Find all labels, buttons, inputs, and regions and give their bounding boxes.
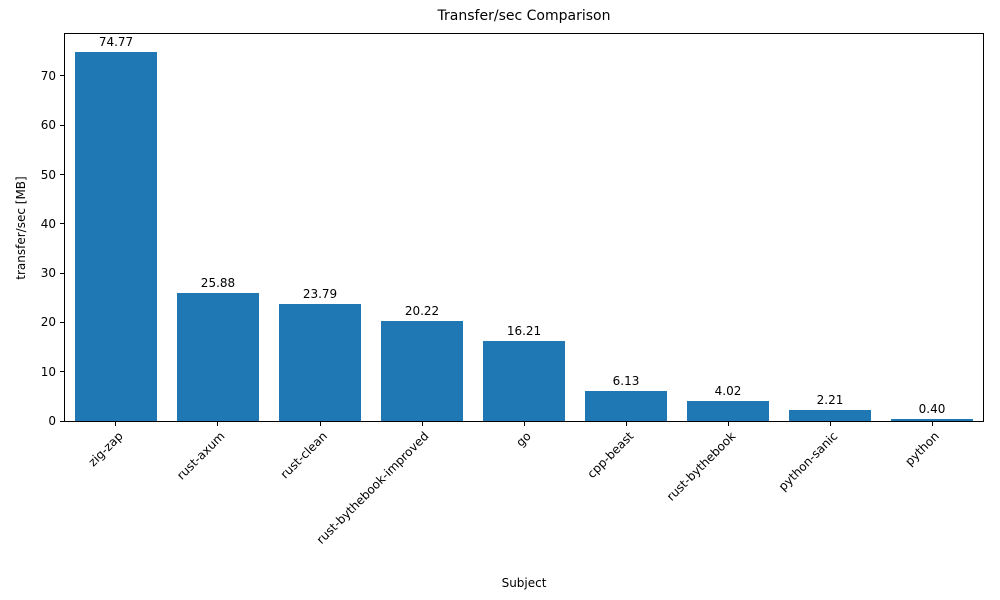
- bar-rust-bythebook-improved: [381, 321, 463, 421]
- x-tick-mark: [727, 421, 729, 426]
- y-tick-label: 30: [40, 266, 56, 281]
- x-axis-label: Subject: [501, 576, 547, 590]
- x-tick-label-rust-bythebook-improved: rust-bythebook-improved: [314, 429, 432, 547]
- bar-cpp-beast: [585, 390, 667, 421]
- y-tick-label: 50: [40, 167, 56, 182]
- y-tick-mark: [60, 174, 65, 176]
- y-tick-mark: [60, 371, 65, 373]
- x-tick-label-go: go: [513, 429, 534, 450]
- bar-value-label: 0.40: [918, 402, 946, 417]
- x-tick-label-python-sanic: python-sanic: [775, 429, 840, 494]
- y-tick-label: 0: [48, 414, 56, 428]
- y-tick-mark: [60, 223, 65, 225]
- bar-rust-axum: [177, 293, 259, 421]
- bar-value-label: 4.02: [714, 384, 742, 399]
- x-tick-mark: [217, 421, 219, 426]
- bar-rust-bythebook: [687, 401, 769, 421]
- x-tick-mark: [115, 421, 117, 426]
- y-tick-label: 60: [40, 118, 56, 133]
- x-tick-label-rust-bythebook: rust-bythebook: [663, 429, 738, 504]
- bar-value-label: 23.79: [302, 286, 338, 301]
- bar-rust-clean: [279, 303, 361, 421]
- y-tick-mark: [60, 75, 65, 77]
- bar-value-label: 6.13: [612, 373, 640, 388]
- x-tick-label-rust-clean: rust-clean: [277, 429, 330, 482]
- x-tick-label-cpp-beast: cpp-beast: [583, 429, 636, 481]
- bar-value-label: 16.21: [506, 324, 542, 339]
- bar-value-label: 2.21: [816, 393, 844, 408]
- bar-value-label: 20.22: [404, 304, 440, 319]
- bar-python-sanic: [789, 410, 871, 421]
- y-tick-label: 70: [40, 68, 56, 83]
- y-axis-label: transfer/sec [MB]: [14, 176, 28, 280]
- chart-title: Transfer/sec Comparison: [437, 8, 611, 24]
- x-tick-mark: [523, 421, 525, 426]
- y-tick-label: 20: [40, 315, 56, 330]
- y-tick-label: 10: [40, 364, 56, 379]
- y-tick-mark: [60, 321, 65, 323]
- x-tick-label-python: python: [902, 429, 942, 469]
- x-tick-label-zig-zap: zig-zap: [85, 429, 126, 470]
- bar-go: [483, 341, 565, 421]
- bar-value-label: 74.77: [98, 35, 134, 50]
- x-tick-mark: [931, 421, 933, 426]
- y-tick-mark: [60, 420, 65, 422]
- y-tick-mark: [60, 272, 65, 274]
- plot-area: 0 10 20 30 40 50 60 70 74.77 zig-zap 25.88 rust-axu…: [41, 33, 984, 547]
- bar-python: [891, 419, 973, 421]
- x-tick-mark: [421, 421, 423, 426]
- bar-zig-zap: [75, 52, 157, 421]
- x-tick-mark: [319, 421, 321, 426]
- x-tick-mark: [829, 421, 831, 426]
- x-tick-mark: [625, 421, 627, 426]
- x-tick-label-rust-axum: rust-axum: [174, 429, 228, 483]
- y-tick-mark: [60, 124, 65, 126]
- y-tick-label: 40: [40, 216, 56, 231]
- bar-value-label: 25.88: [200, 276, 236, 291]
